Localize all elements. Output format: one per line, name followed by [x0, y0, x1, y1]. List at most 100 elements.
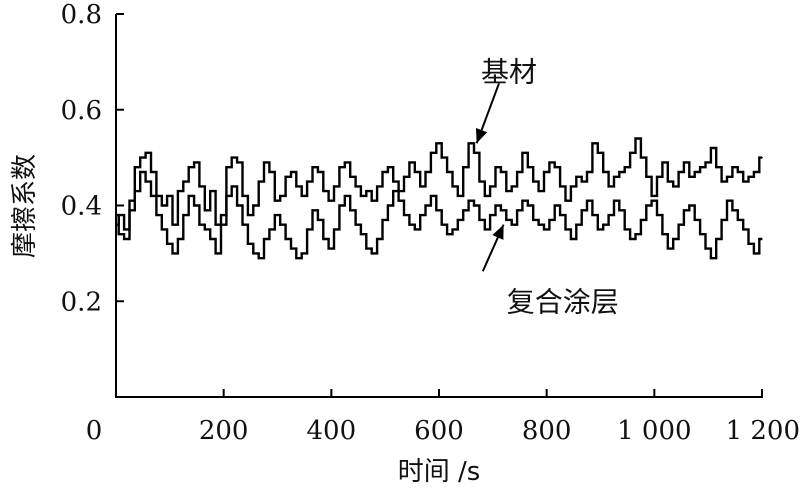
- data-point: [400, 190, 403, 192]
- series-line: [116, 137, 762, 231]
- data-point: [583, 209, 586, 212]
- data-point: [325, 238, 327, 240]
- data-point: [680, 223, 683, 226]
- data-point: [405, 214, 408, 216]
- x-tick-label: 600: [414, 416, 464, 446]
- data-point: [481, 180, 483, 183]
- data-point: [249, 243, 252, 245]
- data-point: [174, 252, 176, 255]
- y-tick-label: 0.2: [61, 287, 102, 317]
- data-point: [637, 137, 639, 140]
- annotation-arrowhead: [492, 224, 504, 240]
- data-point: [427, 204, 430, 207]
- data-point: [115, 223, 117, 226]
- data-point: [276, 199, 279, 202]
- data-point: [427, 171, 430, 173]
- data-point: [147, 152, 150, 154]
- data-point: [169, 195, 171, 197]
- data-point: [588, 171, 591, 173]
- data-point: [562, 185, 564, 188]
- ticks: [115, 13, 763, 397]
- data-point: [734, 166, 736, 168]
- data-point: [249, 214, 252, 216]
- data-point: [432, 152, 435, 154]
- data-point: [734, 209, 736, 212]
- series-group: [115, 170, 763, 260]
- data-point: [352, 209, 354, 212]
- x-tick-label: 200: [199, 416, 249, 446]
- data-point: [588, 199, 591, 202]
- data-point: [422, 214, 424, 216]
- data-point: [373, 252, 376, 255]
- data-point: [567, 199, 569, 202]
- data-point: [755, 171, 758, 173]
- data-point: [309, 228, 311, 231]
- data-point: [540, 190, 543, 192]
- data-point: [497, 166, 500, 168]
- data-point: [319, 171, 322, 173]
- data-point: [292, 247, 295, 250]
- data-point: [158, 195, 160, 197]
- data-point: [578, 176, 580, 178]
- data-point: [551, 219, 553, 221]
- data-point: [298, 257, 300, 260]
- data-point: [502, 171, 505, 173]
- data-point: [206, 209, 209, 212]
- data-point: [335, 228, 338, 231]
- data-point: [470, 142, 473, 145]
- data-point: [174, 223, 176, 226]
- data-point: [352, 176, 354, 178]
- data-point: [626, 228, 629, 231]
- data-point: [702, 166, 704, 168]
- data-point: [696, 219, 699, 221]
- data-point: [599, 228, 602, 231]
- data-point: [728, 199, 731, 202]
- data-point: [702, 233, 704, 235]
- data-point: [314, 209, 317, 212]
- data-point: [395, 190, 397, 192]
- data-point: [239, 204, 241, 207]
- data-point: [411, 223, 413, 226]
- data-point: [648, 204, 650, 207]
- data-point: [271, 228, 273, 231]
- data-point: [712, 257, 715, 260]
- data-point: [594, 214, 596, 216]
- data-point: [163, 228, 166, 231]
- data-point: [632, 238, 634, 240]
- data-point: [265, 161, 268, 164]
- data-point: [438, 142, 440, 145]
- data-point: [432, 195, 435, 197]
- data-point: [152, 195, 155, 197]
- data-point: [368, 247, 370, 250]
- data-point: [653, 195, 656, 197]
- data-point: [459, 195, 462, 197]
- data-point: [142, 156, 144, 159]
- data-point: [621, 209, 623, 212]
- x-tick-label: 400: [307, 416, 357, 446]
- series-group: [115, 137, 763, 231]
- data-point: [244, 223, 246, 226]
- data-point: [610, 214, 613, 216]
- data-point: [739, 171, 742, 173]
- data-point: [282, 223, 284, 226]
- data-point: [475, 152, 478, 154]
- data-point: [745, 180, 747, 183]
- data-point: [411, 161, 413, 164]
- data-point: [314, 166, 317, 168]
- data-point: [287, 238, 290, 240]
- data-point: [120, 214, 123, 216]
- data-point: [562, 214, 564, 216]
- data-point: [691, 176, 693, 178]
- data-point: [400, 199, 403, 202]
- x-axis-title: 时间 /s: [398, 457, 481, 487]
- data-point: [362, 195, 365, 197]
- data-point: [196, 204, 198, 207]
- data-point: [583, 180, 586, 183]
- data-point: [605, 223, 607, 226]
- data-point: [685, 161, 688, 164]
- data-point: [179, 238, 182, 240]
- y-axis-title: 摩擦系数: [10, 154, 40, 258]
- data-point: [750, 176, 752, 178]
- data-point: [524, 199, 526, 202]
